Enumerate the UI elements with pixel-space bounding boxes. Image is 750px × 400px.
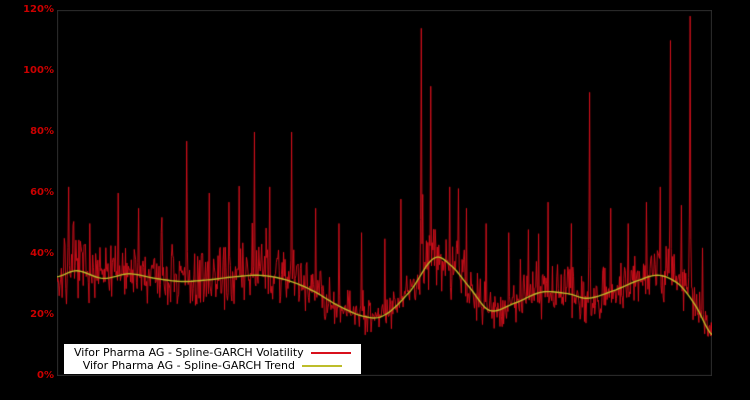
- legend-item-trend: Vifor Pharma AG - Spline-GARCH Trend: [83, 359, 342, 372]
- legend-item-volatility: Vifor Pharma AG - Spline-GARCH Volatilit…: [74, 346, 351, 359]
- y-tick-label: 100%: [23, 65, 54, 76]
- y-tick-label: 0%: [37, 370, 54, 381]
- trend-line-swatch: [302, 364, 342, 367]
- y-tick-label: 60%: [30, 187, 54, 198]
- legend-label-volatility: Vifor Pharma AG - Spline-GARCH Volatilit…: [74, 346, 304, 359]
- y-tick-label: 40%: [30, 248, 54, 259]
- y-tick-label: 80%: [30, 126, 54, 137]
- legend: Vifor Pharma AG - Spline-GARCH Volatilit…: [64, 344, 361, 374]
- y-tick-label: 120%: [23, 4, 54, 15]
- volatility-line-swatch: [310, 351, 351, 354]
- y-tick-label: 20%: [30, 309, 54, 320]
- plot-area: [57, 10, 712, 376]
- legend-label-trend: Vifor Pharma AG - Spline-GARCH Trend: [82, 359, 295, 372]
